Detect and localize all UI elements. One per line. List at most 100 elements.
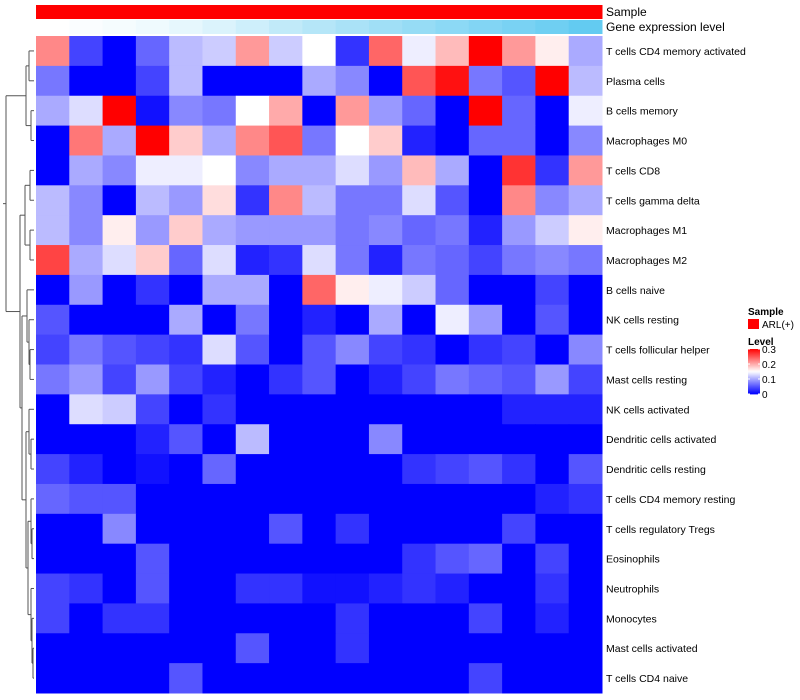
heatmap-cell xyxy=(535,543,570,575)
heatmap-cell xyxy=(102,155,137,186)
legend-gradient-step xyxy=(748,387,760,389)
heatmap-cell xyxy=(69,215,104,246)
heatmap-cell xyxy=(368,633,403,664)
sample-annotation-cell xyxy=(402,5,437,19)
heatmap-cell xyxy=(535,274,570,306)
heatmap-cell xyxy=(368,245,403,276)
heatmap-cell xyxy=(235,215,270,246)
row-label: T cells CD4 memory resting xyxy=(606,494,735,506)
legend-gradient-step xyxy=(748,391,760,394)
heatmap-cell xyxy=(568,65,603,97)
legend-tick-label: 0.1 xyxy=(762,375,776,386)
heatmap-cell xyxy=(468,364,503,395)
heatmap-cell xyxy=(502,95,536,127)
heatmap-cell xyxy=(36,95,70,127)
heatmap-cell xyxy=(468,274,503,306)
heatmap-cell xyxy=(102,364,137,395)
heatmap-cell xyxy=(302,454,337,485)
heatmap-cell xyxy=(435,215,470,246)
heatmap-cell xyxy=(335,603,370,634)
gene-level-annotation-cell xyxy=(235,20,270,34)
heatmap-cell xyxy=(568,274,603,306)
heatmap-cell xyxy=(402,155,437,186)
heatmap-cell xyxy=(102,274,137,306)
heatmap-cell xyxy=(535,155,570,186)
heatmap-cell xyxy=(302,394,337,425)
heatmap-cell xyxy=(36,334,70,365)
heatmap-cell xyxy=(335,274,370,306)
heatmap-cell xyxy=(402,65,437,97)
heatmap-cell xyxy=(102,95,137,127)
heatmap-cell xyxy=(402,394,437,425)
heatmap-cell xyxy=(402,573,437,604)
heatmap-cell xyxy=(169,155,203,186)
heatmap-cell xyxy=(468,185,503,216)
heatmap-cells xyxy=(36,36,603,694)
legend-gradient-step xyxy=(748,351,760,353)
heatmap-cell xyxy=(36,543,70,575)
heatmap-cell xyxy=(402,483,437,515)
gene-level-annotation-cell xyxy=(535,20,570,34)
heatmap-cell xyxy=(302,513,337,545)
heatmap-cell xyxy=(202,513,237,545)
heatmap-cell xyxy=(269,394,303,425)
heatmap-cell xyxy=(402,36,437,67)
heatmap-cell xyxy=(368,603,403,634)
heatmap-cell xyxy=(135,543,170,575)
heatmap-cell xyxy=(135,274,170,306)
heatmap-cell xyxy=(568,215,603,246)
heatmap-cell xyxy=(335,36,370,67)
heatmap-cell xyxy=(102,573,137,604)
heatmap-cell xyxy=(169,633,203,664)
heatmap-cell xyxy=(402,215,437,246)
heatmap-cell xyxy=(169,185,203,216)
heatmap-cell xyxy=(269,663,303,694)
heatmap-cell xyxy=(502,215,536,246)
heatmap-cell xyxy=(202,543,237,575)
heatmap-cell xyxy=(468,394,503,425)
sample-annotation-cell xyxy=(568,5,603,19)
heatmap-cell xyxy=(335,513,370,545)
heatmap-cell xyxy=(269,95,303,127)
heatmap-cell xyxy=(269,543,303,575)
heatmap-cell xyxy=(135,95,170,127)
heatmap-cell xyxy=(402,633,437,664)
heatmap-cell xyxy=(535,185,570,216)
heatmap-cell xyxy=(235,454,270,485)
row-label: Neutrophils xyxy=(606,583,659,595)
legend-gradient-step xyxy=(748,360,760,362)
heatmap-cell xyxy=(502,185,536,216)
heatmap-cell xyxy=(235,633,270,664)
heatmap-cell xyxy=(102,633,137,664)
heatmap-cell xyxy=(502,364,536,395)
heatmap-cell xyxy=(235,543,270,575)
heatmap-cell xyxy=(468,304,503,336)
heatmap-cell xyxy=(202,65,237,97)
heatmap-cell xyxy=(102,185,137,216)
gene-level-annotation-cell xyxy=(502,20,536,34)
gene-level-annotation-cell xyxy=(368,20,403,34)
heatmap-cell xyxy=(402,245,437,276)
legend-gradient-step xyxy=(748,359,760,361)
heatmap-cell xyxy=(135,65,170,97)
heatmap-cell xyxy=(36,155,70,186)
row-label: Plasma cells xyxy=(606,76,665,88)
legend-tick-label: 0 xyxy=(762,390,768,401)
heatmap-cell xyxy=(69,155,104,186)
heatmap-cell xyxy=(302,65,337,97)
heatmap-cell xyxy=(535,603,570,634)
heatmap-cell xyxy=(435,36,470,67)
heatmap-cell xyxy=(169,394,203,425)
heatmap-cell xyxy=(368,334,403,365)
gene-level-annotation-cell xyxy=(269,20,303,34)
heatmap-cell xyxy=(36,364,70,395)
heatmap-cell xyxy=(269,334,303,365)
heatmap-cell xyxy=(269,633,303,664)
heatmap-cell xyxy=(302,274,337,306)
sample-annotation-cell xyxy=(202,5,237,19)
heatmap-cell xyxy=(435,334,470,365)
heatmap-cell xyxy=(468,95,503,127)
heatmap-cell xyxy=(69,125,104,156)
heatmap-cell xyxy=(69,185,104,216)
